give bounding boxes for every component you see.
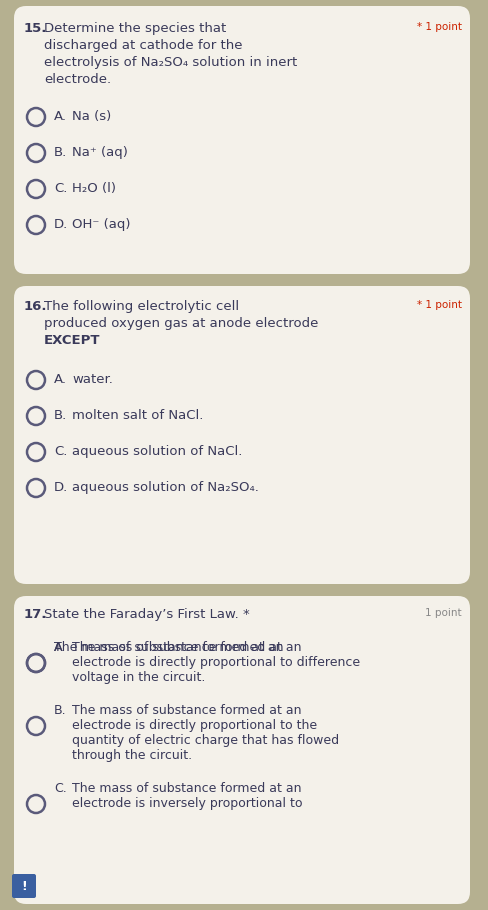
FancyBboxPatch shape [12, 874, 36, 898]
Text: C.: C. [54, 782, 67, 795]
Text: State the Faraday’s First Law. *: State the Faraday’s First Law. * [44, 608, 250, 621]
Text: electrode is inversely proportional to: electrode is inversely proportional to [72, 797, 303, 810]
Text: Na (s): Na (s) [72, 110, 111, 123]
Text: A.: A. [54, 373, 67, 386]
Text: !: ! [21, 879, 27, 893]
Text: 15.: 15. [24, 22, 47, 35]
Text: electrolysis of Na₂SO₄ solution in inert: electrolysis of Na₂SO₄ solution in inert [44, 56, 297, 69]
Text: aqueous solution of NaCl.: aqueous solution of NaCl. [72, 445, 243, 458]
Text: produced oxygen gas at anode electrode: produced oxygen gas at anode electrode [44, 317, 318, 330]
Text: C.: C. [54, 445, 67, 458]
FancyBboxPatch shape [14, 286, 470, 584]
Text: Determine the species that: Determine the species that [44, 22, 226, 35]
Text: water.: water. [72, 373, 113, 386]
Text: quantity of electric charge that has flowed: quantity of electric charge that has flo… [72, 734, 339, 747]
Text: D.: D. [54, 218, 68, 231]
Text: aqueous solution of Na₂SO₄.: aqueous solution of Na₂SO₄. [72, 481, 259, 494]
Text: The mass of substance formed at an: The mass of substance formed at an [72, 704, 302, 717]
Text: The mass of substance formed at an: The mass of substance formed at an [72, 641, 302, 654]
Text: 16.: 16. [24, 300, 47, 313]
Text: discharged at cathode for the: discharged at cathode for the [44, 39, 243, 52]
Text: B.: B. [54, 409, 67, 422]
Text: through the circuit.: through the circuit. [72, 749, 192, 762]
Text: OH⁻ (aq): OH⁻ (aq) [72, 218, 130, 231]
Text: The following electrolytic cell: The following electrolytic cell [44, 300, 239, 313]
Text: electrode is directly proportional to difference: electrode is directly proportional to di… [72, 656, 360, 669]
Text: 17.: 17. [24, 608, 47, 621]
Text: B.: B. [54, 704, 67, 717]
Text: electrode.: electrode. [44, 73, 111, 86]
Text: A.: A. [54, 110, 67, 123]
Text: 1 point: 1 point [426, 608, 462, 618]
Text: H₂O (l): H₂O (l) [72, 182, 116, 195]
Text: electrode is directly proportional to the: electrode is directly proportional to th… [72, 719, 317, 732]
Text: * 1 point: * 1 point [417, 300, 462, 310]
Text: B.: B. [54, 146, 67, 159]
Text: A.: A. [54, 641, 66, 654]
Text: voltage in the circuit.: voltage in the circuit. [72, 671, 205, 684]
Text: EXCEPT: EXCEPT [44, 334, 101, 347]
Text: * 1 point: * 1 point [417, 22, 462, 32]
FancyBboxPatch shape [14, 6, 470, 274]
Text: The mass of substance formed at an: The mass of substance formed at an [72, 782, 302, 795]
Text: The mass of substance formed at an: The mass of substance formed at an [54, 641, 284, 654]
Text: Na⁺ (aq): Na⁺ (aq) [72, 146, 128, 159]
Text: molten salt of NaCl.: molten salt of NaCl. [72, 409, 203, 422]
Text: D.: D. [54, 481, 68, 494]
Text: A.: A. [54, 641, 66, 654]
FancyBboxPatch shape [14, 596, 470, 904]
Text: C.: C. [54, 182, 67, 195]
